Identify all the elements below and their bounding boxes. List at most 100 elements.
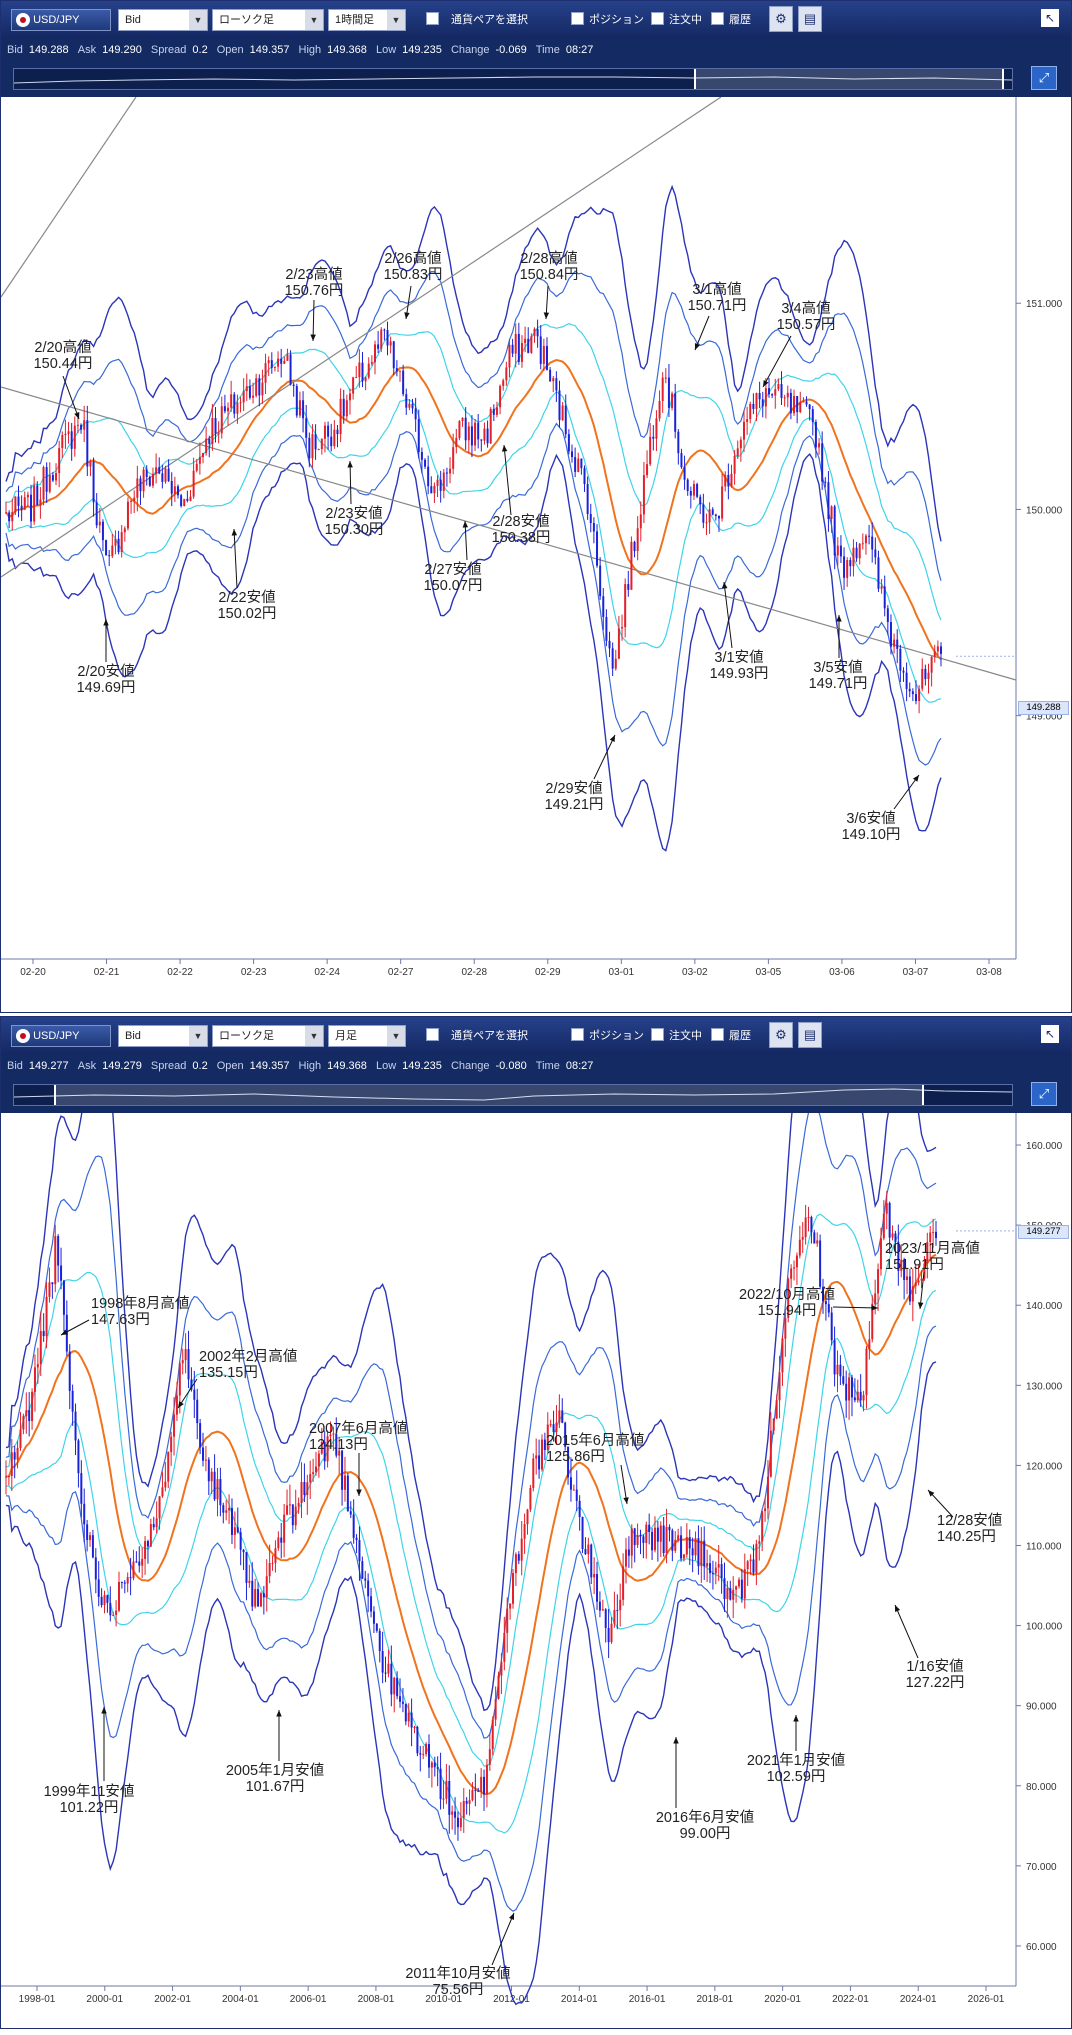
bollinger-band-2sigma-lower — [5, 422, 942, 766]
candle-body — [430, 1762, 433, 1768]
candle-body — [918, 688, 921, 702]
candle-body — [711, 1573, 714, 1575]
candle-body — [789, 392, 792, 414]
history-checkbox[interactable] — [711, 12, 724, 25]
candle-body — [410, 1712, 413, 1728]
candle-body — [251, 1580, 254, 1607]
candle-body — [10, 1452, 13, 1476]
layout-icon[interactable]: ▤ — [798, 6, 822, 32]
candle-body — [233, 1527, 236, 1535]
history-checkbox[interactable] — [711, 1028, 724, 1041]
candle-body — [31, 1391, 34, 1422]
candle-body — [555, 378, 558, 391]
candle-body — [13, 1452, 16, 1460]
candle-body — [596, 1574, 599, 1602]
candle-body — [184, 1349, 187, 1361]
candle-body — [714, 514, 717, 516]
collapse-icon[interactable]: ↖ — [1041, 1025, 1059, 1043]
candle-body — [850, 1377, 853, 1398]
history-label: 履歴 — [729, 14, 751, 26]
layout-icon[interactable]: ▤ — [798, 1022, 822, 1048]
candle-body — [439, 479, 442, 491]
candle-body — [500, 1661, 503, 1676]
candle-body — [511, 344, 514, 354]
annotation-label: 2021年1月安値 — [746, 1753, 846, 1769]
timeframe-select[interactable]: 1時間足 ▼ — [328, 9, 406, 31]
orders-label: 注文中 — [669, 14, 702, 26]
candle-body — [187, 1349, 190, 1380]
annotation-arrow — [349, 460, 352, 505]
candle-body — [932, 1231, 935, 1233]
candle-body — [505, 367, 508, 381]
chart-settings-icon[interactable]: ⚙ — [769, 6, 793, 32]
annotation-arrowhead — [61, 1329, 68, 1335]
position-checkbox[interactable] — [571, 12, 584, 25]
candle-body — [358, 1540, 361, 1562]
select-pair-checkbox[interactable] — [426, 12, 439, 25]
currency-pair-button[interactable]: USD/JPY — [11, 1025, 111, 1047]
candle-body — [495, 407, 498, 415]
history-label: 履歴 — [729, 1030, 751, 1042]
timeframe-select[interactable]: 月足 ▼ — [328, 1025, 406, 1047]
candle-body — [905, 672, 908, 689]
expand-icon[interactable]: ⤢ — [1031, 66, 1057, 90]
candle-body — [902, 670, 905, 673]
chart-toolbar: USD/JPY Bid ▼ ローソク足 ▼ 1時間足 ▼ 通貨ペアを選択 ポジション … — [1, 1, 1071, 39]
chart-type-select[interactable]: ローソク足 ▼ — [212, 1025, 324, 1047]
chart-type-select[interactable]: ローソク足 ▼ — [212, 9, 324, 31]
candle-body — [883, 586, 886, 609]
collapse-icon[interactable]: ↖ — [1041, 9, 1059, 27]
select-pair-checkbox[interactable] — [426, 1028, 439, 1041]
annotation-value: 150.57円 — [776, 317, 836, 333]
navigator-scrollbar[interactable] — [13, 68, 1013, 90]
candle-body — [239, 402, 242, 404]
candle-body — [877, 557, 880, 589]
chart-toolbar: USD/JPY Bid ▼ ローソク足 ▼ 月足 ▼ 通貨ペアを選択 ポジション 注文… — [1, 1017, 1071, 1055]
x-tick-label: 2008-01 — [358, 1994, 395, 2005]
navigator-range-handle[interactable] — [54, 1085, 924, 1105]
candle-body — [726, 1588, 729, 1600]
candle-body — [94, 1557, 97, 1580]
candle-body — [774, 389, 777, 396]
annotation-value: 102.59円 — [766, 1769, 826, 1785]
annotation-label: 2023/11月高値 — [885, 1241, 980, 1257]
candle-body — [323, 425, 326, 439]
position-checkbox[interactable] — [571, 1028, 584, 1041]
candle-body — [795, 1255, 798, 1268]
candle-body — [927, 672, 930, 680]
candle-body — [694, 1538, 697, 1556]
candle-body — [839, 1364, 842, 1377]
navigator-range-handle[interactable] — [694, 69, 1004, 89]
candle-body — [364, 1578, 367, 1581]
candle-body — [921, 668, 924, 689]
orders-checkbox[interactable] — [651, 12, 664, 25]
candle-body — [152, 1524, 155, 1528]
candle-body — [167, 468, 170, 482]
spread-value: 0.2 — [192, 44, 208, 56]
candle-body — [717, 1564, 720, 1568]
candle-body — [405, 394, 408, 408]
candle-body — [255, 378, 258, 396]
candle-body — [714, 1567, 717, 1574]
trend-line — [1, 97, 137, 298]
candle-body — [146, 1541, 149, 1547]
candle-body — [736, 448, 739, 457]
expand-icon[interactable]: ⤢ — [1031, 1082, 1057, 1106]
candle-body — [327, 425, 330, 437]
candle-body — [685, 1537, 688, 1555]
currency-pair-button[interactable]: USD/JPY — [11, 9, 111, 31]
candle-body — [853, 1397, 856, 1401]
annotation-value: 150.38円 — [491, 530, 551, 546]
price-type-select[interactable]: Bid ▼ — [118, 9, 208, 31]
price-type-select[interactable]: Bid ▼ — [118, 1025, 208, 1047]
chart-settings-icon[interactable]: ⚙ — [769, 1022, 793, 1048]
candle-body — [911, 691, 914, 695]
candle-body — [608, 640, 611, 649]
orders-checkbox[interactable] — [651, 1028, 664, 1041]
candle-body — [158, 467, 161, 474]
candle-body — [317, 449, 320, 451]
candle-body — [648, 1524, 651, 1533]
navigator-scrollbar[interactable] — [13, 1084, 1013, 1106]
candle-body — [772, 1418, 775, 1431]
candle-body — [329, 1434, 332, 1437]
